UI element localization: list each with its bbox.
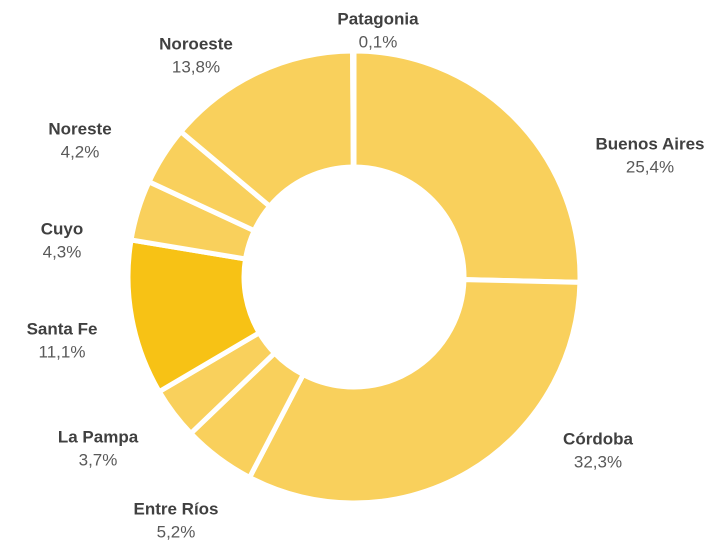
slice-name: Córdoba bbox=[563, 429, 633, 448]
slice-name: Entre Ríos bbox=[133, 499, 218, 518]
slice-name: La Pampa bbox=[58, 427, 139, 446]
slice-value: 11,1% bbox=[39, 342, 86, 361]
slice-value: 0,1% bbox=[359, 32, 398, 51]
slice-value: 4,3% bbox=[43, 242, 82, 261]
slice-value: 13,8% bbox=[172, 57, 220, 76]
slice bbox=[177, 48, 356, 210]
slice-name: Santa Fe bbox=[27, 319, 98, 338]
slice bbox=[246, 277, 583, 506]
slice-name: Buenos Aires bbox=[596, 134, 705, 153]
slice-value: 32,3% bbox=[574, 452, 622, 471]
slice-name: Noroeste bbox=[159, 34, 233, 53]
slice-name: Cuyo bbox=[41, 219, 84, 238]
slice-name: Noreste bbox=[48, 119, 111, 138]
slice-value: 5,2% bbox=[157, 522, 196, 541]
slice bbox=[351, 48, 583, 285]
slice-value: 3,7% bbox=[79, 450, 118, 469]
slice-name: Patagonia bbox=[337, 9, 419, 28]
slice-value: 25,4% bbox=[626, 157, 674, 176]
slice-value: 4,2% bbox=[61, 142, 100, 161]
slice bbox=[350, 48, 357, 170]
